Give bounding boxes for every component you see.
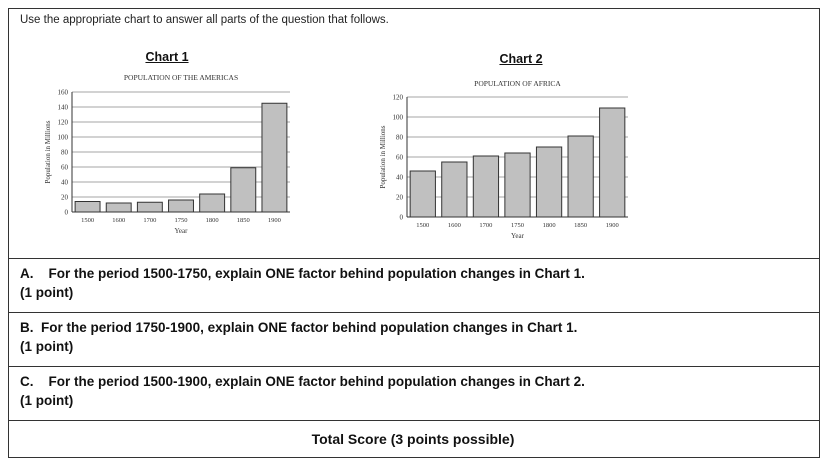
y-tick-label: 60 bbox=[61, 164, 69, 172]
x-tick-label: 1850 bbox=[574, 222, 587, 229]
question-points: (1 point) bbox=[20, 285, 74, 300]
bar-1800 bbox=[199, 193, 226, 213]
question-a: A. For the period 1500-1750, explain ONE… bbox=[8, 258, 820, 312]
x-tick-label: 1800 bbox=[206, 217, 219, 224]
x-tick-label: 1600 bbox=[112, 217, 125, 224]
x-axis-label: Year bbox=[175, 227, 189, 235]
x-tick-label: 1750 bbox=[511, 222, 524, 229]
chart-1-label: Chart 1 bbox=[145, 50, 189, 64]
x-tick-label: 1500 bbox=[81, 217, 94, 224]
instruction-text: Use the appropriate chart to answer all … bbox=[20, 14, 389, 26]
y-tick-label: 60 bbox=[396, 154, 404, 162]
y-tick-label: 100 bbox=[393, 114, 404, 122]
bar-1700 bbox=[472, 155, 500, 218]
y-tick-label: 160 bbox=[58, 89, 69, 97]
question-points: (1 point) bbox=[20, 339, 74, 354]
bar-1700 bbox=[136, 201, 163, 213]
charts-svg: POPULATION OF THE AMERICAS 0 20 40 60 80 100 12… bbox=[44, 73, 628, 240]
question-letter: B. bbox=[20, 320, 34, 335]
bar-1800 bbox=[535, 146, 563, 218]
y-tick-label: 120 bbox=[393, 94, 404, 102]
chart-title: POPULATION OF AFRICA bbox=[474, 79, 561, 88]
question-text: For the period 1500-1900, explain ONE fa… bbox=[48, 374, 585, 389]
x-tick-label: 1800 bbox=[543, 222, 556, 229]
bar-1750 bbox=[504, 152, 531, 218]
question-letter: C. bbox=[20, 374, 34, 389]
y-axis-label: Population in Millions bbox=[44, 120, 52, 183]
bar-1850 bbox=[230, 167, 257, 213]
total-score: Total Score (3 points possible) bbox=[8, 420, 820, 458]
bar-1600 bbox=[441, 161, 468, 218]
y-tick-label: 40 bbox=[61, 179, 69, 187]
y-tick-label: 40 bbox=[396, 174, 404, 182]
y-tick-label: 20 bbox=[396, 194, 404, 202]
question-points: (1 point) bbox=[20, 393, 74, 408]
question-text: For the period 1500-1750, explain ONE fa… bbox=[48, 266, 585, 281]
y-tick-label: 80 bbox=[396, 134, 404, 142]
y-axis-label: Population in Millions bbox=[379, 125, 387, 188]
y-tick-label: 140 bbox=[58, 104, 69, 112]
y-tick-label: 0 bbox=[65, 209, 69, 217]
x-tick-label: 1700 bbox=[143, 217, 156, 224]
x-tick-label: 1600 bbox=[448, 222, 461, 229]
question-c: C. For the period 1500-1900, explain ONE… bbox=[8, 366, 820, 420]
y-tick-label: 20 bbox=[61, 194, 69, 202]
x-tick-label: 1900 bbox=[268, 217, 281, 224]
y-tick-label: 0 bbox=[400, 214, 404, 222]
question-text: For the period 1750-1900, explain ONE fa… bbox=[41, 320, 578, 335]
x-tick-label: 1850 bbox=[237, 217, 250, 224]
x-tick-label: 1700 bbox=[479, 222, 492, 229]
question-b: B. For the period 1750-1900, explain ONE… bbox=[8, 312, 820, 366]
bar-1600 bbox=[105, 202, 132, 213]
y-tick-label: 80 bbox=[61, 149, 69, 157]
y-tick-label: 120 bbox=[58, 119, 69, 127]
x-tick-label: 1900 bbox=[606, 222, 619, 229]
bar-1900 bbox=[261, 102, 288, 213]
bar-1750 bbox=[168, 199, 194, 213]
x-tick-label: 1750 bbox=[175, 217, 188, 224]
question-letter: A. bbox=[20, 266, 34, 281]
y-tick-label: 100 bbox=[58, 134, 69, 142]
chart-2-label: Chart 2 bbox=[499, 52, 543, 66]
x-axis-label: Year bbox=[511, 232, 525, 240]
worksheet-frame bbox=[8, 8, 820, 458]
x-tick-label: 1500 bbox=[416, 222, 429, 229]
chart-title: POPULATION OF THE AMERICAS bbox=[124, 73, 238, 82]
bar-1500 bbox=[74, 201, 101, 213]
bar-1900 bbox=[599, 107, 626, 218]
bar-1500 bbox=[409, 170, 436, 218]
bar-1850 bbox=[567, 135, 594, 218]
